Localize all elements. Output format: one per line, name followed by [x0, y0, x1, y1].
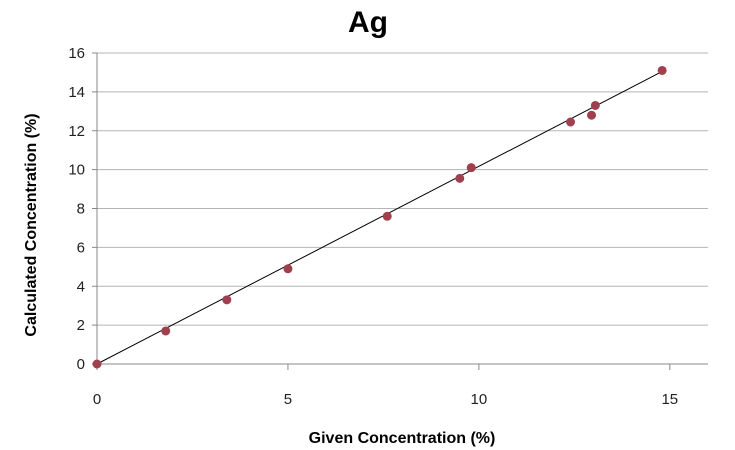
data-points	[92, 65, 667, 369]
y-tick-label: 8	[77, 201, 85, 218]
y-tick-label: 14	[68, 84, 85, 101]
y-tick-label: 16	[68, 45, 85, 62]
trendline-layer	[96, 71, 663, 365]
x-tick-label: 0	[93, 391, 101, 408]
data-point	[657, 65, 667, 75]
y-tick-label: 2	[77, 317, 85, 334]
tick-labels: 0 2 4 6 8 10 12 14 16 0 5 10 15	[68, 45, 678, 408]
x-tick-label: 15	[661, 391, 678, 408]
data-point	[283, 264, 293, 274]
grid-lines	[97, 52, 708, 326]
data-point	[587, 110, 597, 120]
data-point	[92, 359, 102, 369]
x-tick-label: 5	[284, 391, 292, 408]
y-tick-label: 12	[68, 123, 85, 140]
data-point	[566, 117, 576, 127]
data-point	[382, 211, 392, 221]
y-tick-label: 10	[68, 162, 85, 179]
data-point	[590, 100, 600, 110]
y-tick-label: 0	[77, 356, 85, 373]
y-axis-label: Calculated Concentration (%)	[23, 113, 40, 336]
data-point	[161, 326, 171, 336]
x-axis-label: Given Concentration (%)	[309, 430, 496, 447]
x-tick-label: 10	[471, 391, 488, 408]
trendline	[96, 71, 663, 365]
data-point	[455, 173, 465, 183]
y-tick-label: 4	[77, 278, 85, 295]
y-tick-label: 6	[77, 239, 85, 256]
axes	[92, 52, 708, 370]
data-point	[222, 295, 232, 305]
chart-title: Ag	[348, 6, 388, 39]
data-point	[466, 163, 476, 173]
